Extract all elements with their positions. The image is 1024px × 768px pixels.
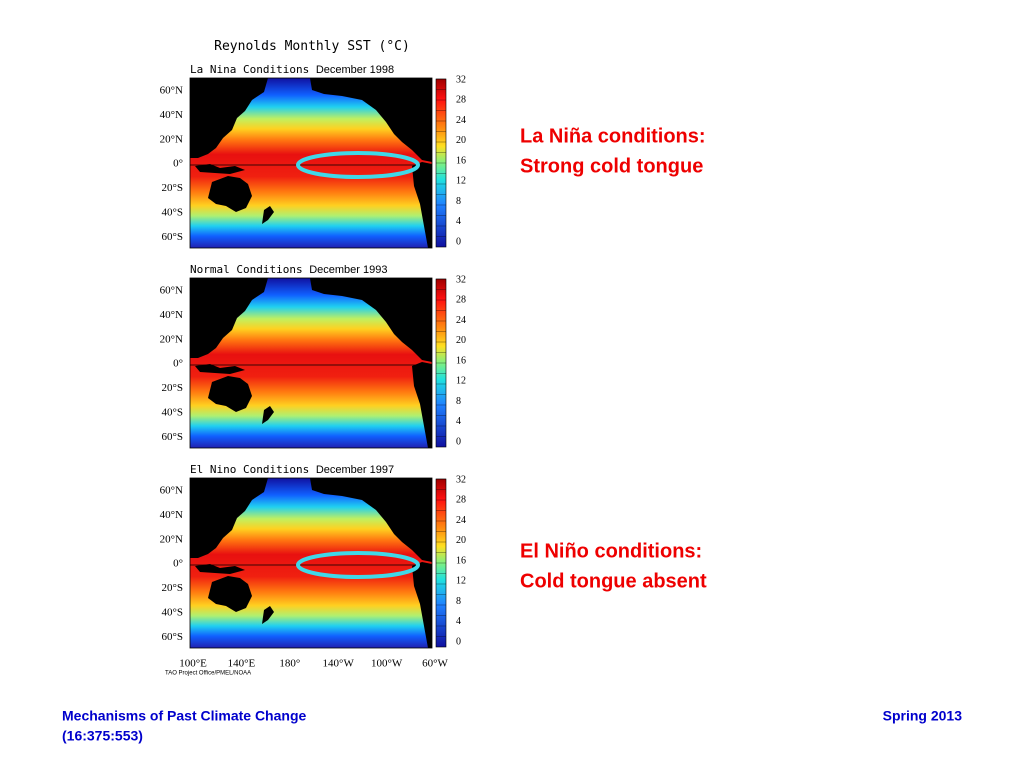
colorbar-tick-label: 4: [456, 416, 461, 427]
footer-term: Spring 2013: [883, 708, 963, 724]
credit: TAO Project Office/PMEL/NOAA: [165, 671, 251, 677]
colorbar-tick-label: 24: [456, 315, 466, 326]
colorbar-tick-label: 0: [456, 636, 461, 647]
map-panel: El Nino Conditions December 1997 60°N 40°N…: [160, 463, 466, 649]
lon-label: 140°W: [323, 658, 355, 670]
lat-label: 20°S: [161, 182, 183, 194]
colorbar-tick-label: 32: [456, 274, 466, 285]
map-panel: La Nina Conditions December 1998 60°N 40°N…: [160, 63, 466, 249]
lat-label: 60°S: [161, 631, 183, 643]
annotation-line: Strong cold tongue: [520, 155, 703, 177]
colorbar-tick-label: 28: [456, 495, 466, 506]
lat-label: 60°S: [161, 231, 183, 243]
panel-date: December 1993: [309, 264, 387, 276]
lat-label: 20°S: [161, 382, 183, 394]
annotation-line: La Niña conditions:: [520, 125, 706, 147]
lon-label: 60°W: [422, 658, 448, 670]
lat-label: 0°: [173, 358, 183, 370]
map-frame: [189, 77, 433, 249]
annotation-line: Cold tongue absent: [520, 570, 707, 592]
colorbar-tick-label: 12: [456, 176, 466, 187]
cold-tongue-marker: [296, 151, 420, 179]
cold-tongue-marker: [296, 551, 420, 579]
lat-label: 20°N: [160, 133, 183, 145]
panel-condition: El Nino Conditions: [190, 463, 309, 476]
panel-condition: Normal Conditions: [190, 263, 303, 276]
lat-label: 0°: [173, 558, 183, 570]
map-frame: [189, 477, 433, 649]
title-text: Reynolds Monthly SST: [214, 39, 371, 54]
colorbar-tick-label: 28: [456, 95, 466, 106]
map-frame: [189, 277, 433, 449]
lat-label: 40°N: [160, 509, 183, 521]
unit-text: (°C): [379, 39, 410, 54]
colorbar-tick-label: 32: [456, 474, 466, 485]
panel-date: December 1997: [316, 464, 394, 476]
lon-label: 100°W: [371, 658, 403, 670]
colorbar-tick-label: 20: [456, 335, 466, 346]
colorbar-tick-label: 8: [456, 196, 461, 207]
lon-label: 100°E: [179, 658, 207, 670]
colorbar-tick-label: 4: [456, 616, 461, 627]
colorbar-tick-label: 24: [456, 515, 466, 526]
colorbar-tick-label: 16: [456, 155, 466, 166]
panel-heading: Normal Conditions December 1993: [190, 263, 388, 276]
figure-title: Reynolds Monthly SST (°C): [214, 39, 410, 54]
lat-label: 60°S: [161, 431, 183, 443]
panel-heading: La Nina Conditions December 1998: [190, 63, 394, 76]
colorbar-tick-label: 32: [456, 74, 466, 85]
panels: La Nina Conditions December 199860°N40°N…: [160, 63, 466, 670]
lon-label: 140°E: [228, 658, 256, 670]
lat-label: 20°S: [161, 582, 183, 594]
footer: Mechanisms of Past Climate Change (16:37…: [62, 708, 962, 744]
colorbar-tick-label: 12: [456, 576, 466, 587]
lat-label: 40°S: [161, 407, 183, 419]
footer-code: (16:375:553): [62, 728, 143, 744]
lat-label: 40°S: [161, 207, 183, 219]
colorbar-tick-label: 28: [456, 295, 466, 306]
colorbar-tick-label: 12: [456, 376, 466, 387]
colorbar-tick-label: 0: [456, 236, 461, 247]
colorbar-tick-label: 8: [456, 596, 461, 607]
lat-label: 60°N: [160, 85, 183, 97]
colorbar-tick-label: 20: [456, 535, 466, 546]
colorbar-tick-label: 16: [456, 555, 466, 566]
lat-label: 40°N: [160, 309, 183, 321]
colorbar-tick-label: 16: [456, 355, 466, 366]
lat-label: 20°N: [160, 333, 183, 345]
annotation-line: El Niño conditions:: [520, 540, 702, 562]
panel-date: December 1998: [316, 64, 394, 76]
colorbar-tick-label: 8: [456, 396, 461, 407]
lat-label: 60°N: [160, 285, 183, 297]
colorbar-tick-label: 0: [456, 436, 461, 447]
colorbar-tick-label: 4: [456, 216, 461, 227]
lat-label: 20°N: [160, 533, 183, 545]
lat-label: 40°S: [161, 607, 183, 619]
lon-label: 180°: [279, 658, 300, 670]
panel-heading: El Nino Conditions December 1997: [190, 463, 394, 476]
panel-condition: La Nina Conditions: [190, 63, 309, 76]
colorbar-tick-label: 20: [456, 135, 466, 146]
colorbar-tick-label: 24: [456, 115, 466, 126]
lat-label: 40°N: [160, 109, 183, 121]
footer-course: Mechanisms of Past Climate Change: [62, 708, 307, 724]
lat-label: 60°N: [160, 485, 183, 497]
annotations: La Niña conditions: Strong cold tongue E…: [520, 125, 707, 592]
map-panel: Normal Conditions December 1993 60°N 40°N 2…: [160, 263, 466, 449]
lat-label: 0°: [173, 158, 183, 170]
